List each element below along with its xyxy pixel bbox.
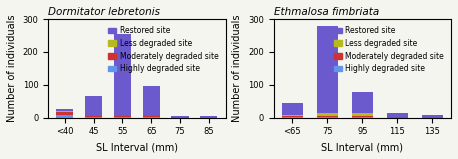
Bar xyxy=(142,116,160,117)
Bar xyxy=(282,117,303,118)
Bar xyxy=(85,116,102,117)
Bar xyxy=(317,26,338,113)
Bar xyxy=(171,116,189,118)
Bar xyxy=(352,117,373,118)
Bar xyxy=(352,113,373,116)
Bar xyxy=(142,117,160,118)
Bar xyxy=(282,116,303,117)
Bar xyxy=(114,34,131,116)
Text: Ethmalosa fimbriata: Ethmalosa fimbriata xyxy=(273,7,379,17)
Y-axis label: Number of individuals: Number of individuals xyxy=(233,15,242,122)
Bar xyxy=(142,86,160,116)
Bar xyxy=(56,115,73,118)
Y-axis label: Number of individuals: Number of individuals xyxy=(7,15,17,122)
Bar xyxy=(317,117,338,118)
Bar xyxy=(352,92,373,113)
Bar xyxy=(317,116,338,117)
Bar xyxy=(114,116,131,117)
Bar xyxy=(56,112,73,115)
Bar xyxy=(352,116,373,117)
Bar xyxy=(56,111,73,112)
Bar xyxy=(317,113,338,116)
Legend: Restored site, Less degraded site, Moderately degraded site, Highly degraded sit: Restored site, Less degraded site, Moder… xyxy=(105,23,222,76)
X-axis label: SL Interval (mm): SL Interval (mm) xyxy=(96,142,178,152)
Bar xyxy=(282,103,303,115)
Bar xyxy=(282,115,303,116)
Bar xyxy=(85,96,102,116)
X-axis label: SL Interval (mm): SL Interval (mm) xyxy=(322,142,403,152)
Bar xyxy=(200,116,218,118)
Bar xyxy=(85,117,102,118)
Legend: Restored site, Less degraded site, Moderately degraded site, Highly degraded sit: Restored site, Less degraded site, Moder… xyxy=(331,23,447,76)
Bar xyxy=(387,113,408,118)
Bar xyxy=(56,109,73,111)
Text: Dormitator lebretonis: Dormitator lebretonis xyxy=(48,7,160,17)
Bar xyxy=(114,117,131,118)
Bar xyxy=(422,115,443,118)
